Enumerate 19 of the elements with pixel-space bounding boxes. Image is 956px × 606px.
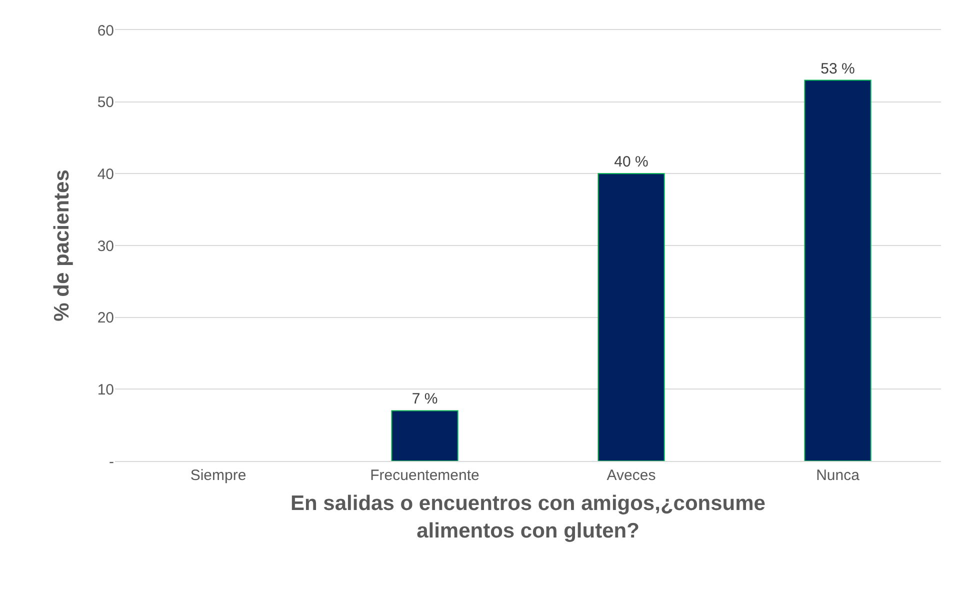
x-tick-label: Siempre: [190, 467, 246, 484]
x-tick-label: Frecuentemente: [370, 467, 480, 484]
y-tick-label: 30: [97, 238, 114, 255]
bar: [391, 410, 458, 461]
y-tick-label: 20: [97, 310, 114, 327]
x-tick-label: Nunca: [816, 467, 860, 484]
bar: [804, 80, 872, 461]
y-axis-title: % de pacientes: [50, 170, 74, 322]
data-label: 53 %: [820, 60, 855, 78]
x-tick-label: Aveces: [606, 467, 656, 484]
bar: [598, 173, 665, 461]
data-label: 40 %: [614, 154, 648, 171]
data-label: 7 %: [412, 390, 438, 408]
y-tick-label: 10: [97, 381, 114, 398]
y-tick-label: -: [109, 453, 114, 470]
y-tick-label: 50: [97, 94, 114, 112]
y-tick-label: 40: [97, 166, 114, 183]
y-tick-label: 60: [97, 22, 114, 40]
x-axis-title: En salidas o encuentros con amigos,¿consume alimentos con gluten?: [290, 492, 766, 542]
